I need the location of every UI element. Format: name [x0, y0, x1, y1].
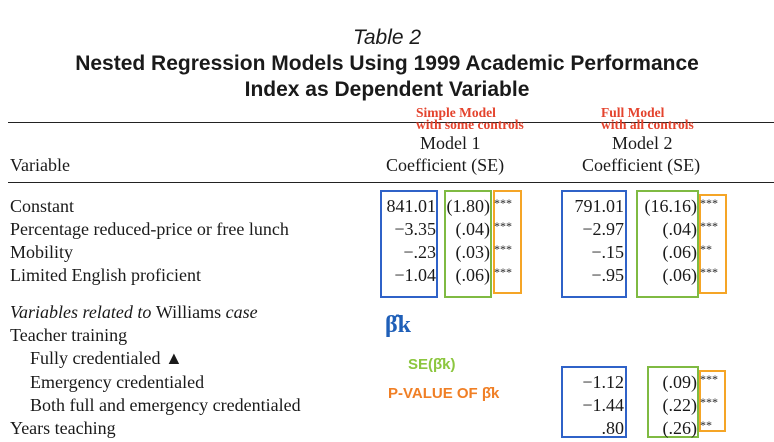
model1-note: Simple Model with some controls [416, 105, 524, 132]
model1-se-constant: (1.80) [446, 196, 491, 216]
model1-header: Model 1 [420, 133, 481, 153]
table-number: Table 2 [352, 26, 422, 49]
model2-stars-both: *** [700, 395, 718, 409]
model2-note: Full Model with all controls [601, 105, 694, 132]
legend-p-value: P-VALUE OF β̂k [388, 385, 500, 402]
legend-beta-k: β̂k [385, 312, 411, 338]
model2-se-both: (.22) [662, 395, 698, 415]
model1-se-highlight [444, 190, 492, 298]
model2-coef-constant: 791.01 [574, 196, 625, 216]
model2-stars-constant: *** [700, 196, 718, 210]
variable-header: Variable [10, 155, 70, 175]
model1-coef-lunch: −3.35 [394, 219, 436, 239]
model1-se-lunch: (.04) [455, 219, 491, 239]
model2-stars-emergency: *** [700, 372, 718, 386]
model1-se-mobility: (.03) [455, 242, 491, 262]
model2-se-constant: (16.16) [644, 196, 698, 216]
model2-coef-years: .80 [601, 418, 625, 438]
row-label-years: Years teaching [10, 418, 116, 438]
model1-coef-highlight [380, 190, 438, 298]
model2-se-highlight [636, 190, 699, 298]
model2-stars-mobility: ** [700, 242, 712, 256]
model2-coef-english: −.95 [591, 265, 624, 285]
row-label-fully-credentialed: Fully credentialed ▲ [30, 348, 183, 368]
row-label-emergency: Emergency credentialed [30, 372, 205, 392]
table-title-line-1: Nested Regression Models Using 1999 Acad… [75, 52, 699, 75]
model2-se-years: (.26) [662, 418, 698, 438]
legend-se-beta: SE(β̂k) [408, 356, 456, 373]
model1-pvalue-highlight [493, 190, 522, 294]
model2-stars-lunch: *** [700, 219, 718, 233]
top-rule [8, 122, 774, 123]
model1-stars-lunch: *** [494, 219, 512, 233]
model2-se-emergency: (.09) [662, 372, 698, 392]
row-label-constant: Constant [10, 196, 75, 216]
model2-stars-english: *** [700, 265, 718, 279]
row-label-mobility: Mobility [10, 242, 74, 262]
williams-pvalue-highlight [699, 370, 726, 432]
model2-coef-emergency: −1.12 [582, 372, 624, 392]
model2-coef-lunch: −2.97 [582, 219, 624, 239]
row-label-teacher-training: Teacher training [10, 325, 128, 345]
model2-se-lunch: (.04) [662, 219, 698, 239]
model1-coef-mobility: −.23 [403, 242, 436, 262]
model2-coef-highlight [561, 190, 627, 298]
model1-coef-se-header: Coefficient (SE) [386, 155, 505, 175]
model2-coef-se-header: Coefficient (SE) [582, 155, 701, 175]
model1-se-english: (.06) [455, 265, 491, 285]
model2-header: Model 2 [612, 133, 673, 153]
model2-stars-years: ** [700, 418, 712, 432]
williams-se-highlight [647, 366, 699, 438]
model1-coef-english: −1.04 [394, 265, 436, 285]
model1-note-line2: with some controls [416, 117, 524, 132]
row-label-english: Limited English proficient [10, 265, 201, 285]
model2-se-mobility: (.06) [662, 242, 698, 262]
williams-heading-post: case [221, 302, 258, 322]
row-label-both: Both full and emergency credentialed [30, 395, 301, 415]
model2-coef-mobility: −.15 [591, 242, 624, 262]
model2-pvalue-highlight [699, 194, 727, 294]
model1-note-line1: Simple Model [416, 105, 496, 120]
williams-heading-pre: Variables related to [10, 302, 156, 322]
row-label-lunch: Percentage reduced-price or free lunch [10, 219, 289, 239]
model2-se-english: (.06) [662, 265, 698, 285]
model1-stars-constant: *** [494, 196, 512, 210]
williams-coef-highlight [561, 366, 627, 438]
header-rule [8, 182, 774, 183]
model1-stars-mobility: *** [494, 242, 512, 256]
model2-coef-both: −1.44 [582, 395, 624, 415]
model1-stars-english: *** [494, 265, 512, 279]
williams-heading-case-name: Williams [155, 302, 222, 322]
table-title-line-2: Index as Dependent Variable [244, 78, 530, 101]
section-heading-williams: Variables related to Williams case [10, 302, 258, 323]
model2-note-line1: Full Model [601, 105, 665, 120]
model2-note-line2: with all controls [601, 117, 694, 132]
model1-coef-constant: 841.01 [386, 196, 437, 216]
